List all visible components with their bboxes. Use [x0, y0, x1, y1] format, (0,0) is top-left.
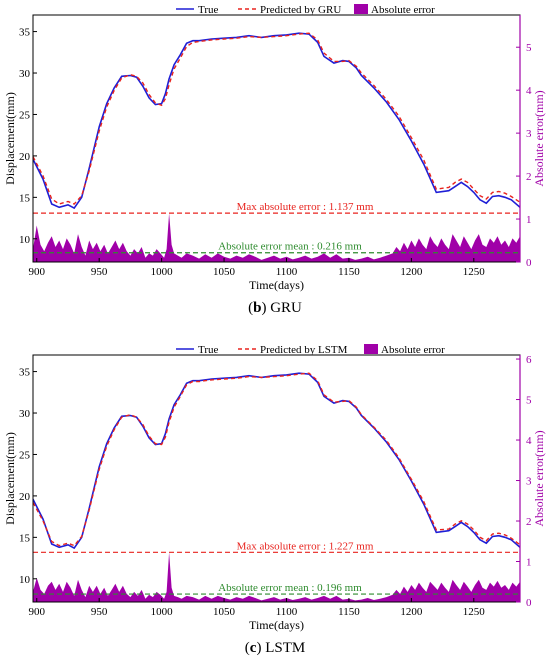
y-tick-label: 30 [19, 408, 31, 420]
x-tick-label: 1000 [151, 606, 174, 618]
chart-lstm: Max absolute error : 1.227 mm Absolute er… [3, 344, 546, 632]
legend-true-label: True [198, 4, 218, 16]
max-error-label: Max absolute error : 1.137 mm [237, 201, 374, 213]
y-tick-label: 35 [19, 367, 31, 379]
y2-tick-label: 4 [526, 435, 532, 447]
y-tick-label: 15 [19, 532, 31, 544]
y-tick-label: 10 [19, 574, 31, 586]
predicted-series-line [33, 32, 520, 205]
x-tick-label: 1000 [151, 266, 174, 278]
y2-tick-label: 3 [526, 128, 532, 140]
y2-tick-label: 2 [526, 516, 532, 528]
legend-error-label: Absolute error [371, 4, 435, 16]
y-tick-label: 10 [19, 234, 31, 246]
legend-pred-label: Predicted by LSTM [260, 344, 348, 356]
mean-error-label: Absolute error mean : 0.216 mm [218, 241, 362, 253]
x-tick-label: 950 [91, 266, 108, 278]
x-tick-label: 1050 [213, 266, 236, 278]
x-tick-label: 1050 [213, 606, 236, 618]
y2-tick-label: 5 [526, 42, 532, 54]
legend-error-swatch [364, 344, 378, 354]
y2-tick-label: 0 [526, 597, 532, 609]
x-tick-label: 1150 [338, 606, 360, 618]
predicted-series-line [33, 372, 520, 547]
caption-lstm: (c) LSTM [244, 640, 306, 656]
y2-axis-label: Absolute error(mm) [532, 90, 546, 186]
x-tick-label: 900 [28, 266, 45, 278]
x-tick-label: 1250 [463, 266, 486, 278]
x-tick-label: 1100 [276, 606, 298, 618]
absolute-error-area [33, 552, 520, 602]
caption-name: GRU [270, 300, 302, 316]
caption-letter: c [249, 640, 257, 656]
legend-pred-label: Predicted by GRU [260, 4, 341, 16]
y-tick-label: 25 [19, 449, 31, 461]
y-tick-label: 15 [19, 192, 31, 204]
max-error-label: Max absolute error : 1.227 mm [237, 540, 374, 552]
x-tick-label: 950 [91, 606, 108, 618]
y2-axis-label: Absolute error(mm) [532, 430, 546, 526]
y-tick-label: 35 [19, 27, 31, 39]
x-tick-label: 1200 [400, 606, 423, 618]
y2-tick-label: 0 [526, 257, 532, 269]
x-tick-label: 1250 [463, 606, 486, 618]
legend-true-label: True [198, 344, 218, 356]
y2-tick-label: 5 [526, 395, 532, 407]
x-tick-label: 1150 [338, 266, 360, 278]
x-tick-label: 1100 [276, 266, 298, 278]
y2-tick-label: 4 [526, 85, 532, 97]
y2-tick-label: 2 [526, 171, 532, 183]
y-tick-label: 20 [19, 151, 31, 163]
plot-frame [32, 14, 521, 263]
y-axis-label: Displacement(mm) [3, 432, 17, 525]
y2-tick-label: 6 [526, 354, 532, 366]
true-series-line [33, 32, 520, 210]
true-series-line [33, 372, 520, 550]
plot-frame [32, 354, 521, 603]
caption-gru: (b) GRU [248, 300, 302, 316]
x-tick-label: 1200 [400, 266, 423, 278]
legend-error-label: Absolute error [381, 344, 445, 356]
chart-gru: Max absolute error : 1.137 mm Absolute er… [3, 4, 546, 292]
y2-tick-label: 3 [526, 476, 532, 488]
x-axis-label: Time(days) [249, 618, 304, 632]
mean-error-label: Absolute error mean : 0.196 mm [218, 582, 362, 594]
y-tick-label: 20 [19, 491, 31, 503]
caption-name: LSTM [265, 640, 306, 656]
legend: True Predicted by LSTM Absolute error [176, 344, 445, 356]
absolute-error-area [33, 213, 520, 262]
y-axis-label: Displacement(mm) [3, 92, 17, 185]
legend: True Predicted by GRU Absolute error [176, 4, 435, 16]
x-tick-label: 900 [28, 606, 45, 618]
x-axis-label: Time(days) [249, 278, 304, 292]
legend-error-swatch [354, 4, 368, 14]
y-tick-label: 25 [19, 109, 31, 121]
y-tick-label: 30 [19, 68, 31, 80]
y2-tick-label: 1 [526, 214, 532, 226]
y2-tick-label: 1 [526, 557, 532, 569]
caption-letter: b [253, 300, 262, 316]
